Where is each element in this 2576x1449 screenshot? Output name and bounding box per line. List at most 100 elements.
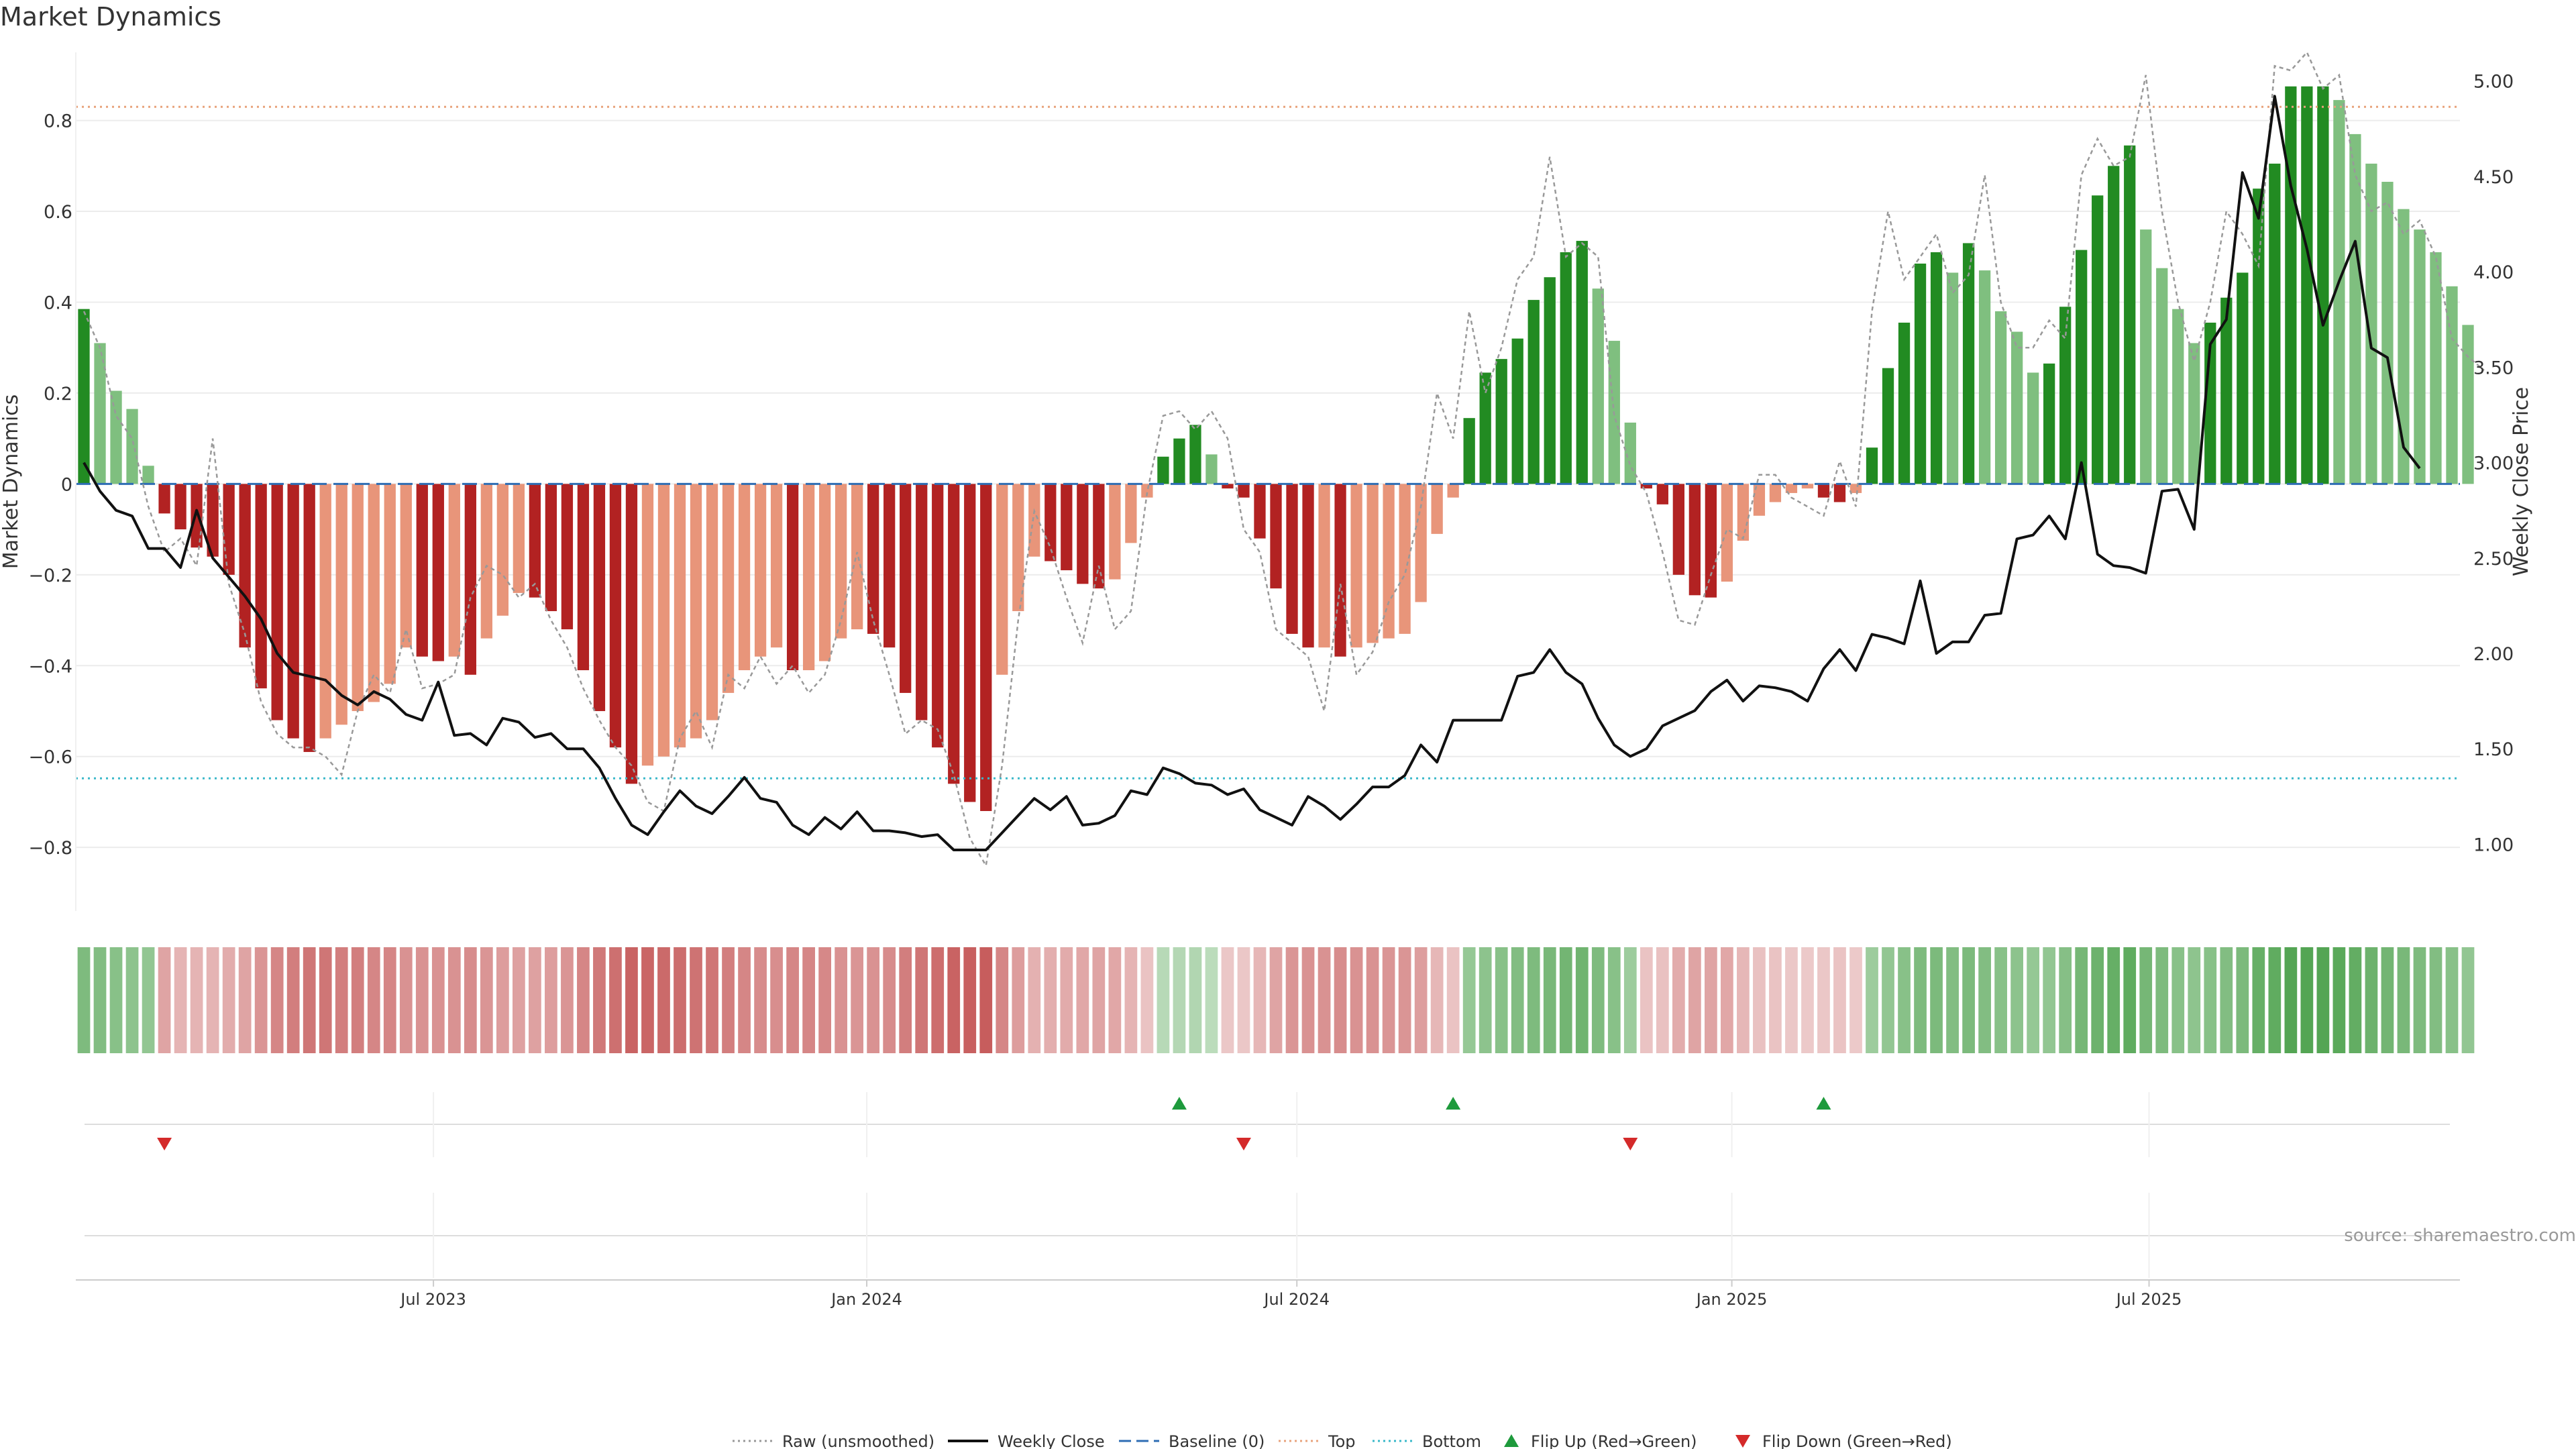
legend-label: Raw (unsmoothed) xyxy=(782,1432,934,1449)
strength-cell xyxy=(641,947,654,1053)
strength-cell xyxy=(1527,947,1540,1053)
strength-cell xyxy=(867,947,880,1053)
strength-cell xyxy=(1462,947,1476,1053)
dynamics-bar xyxy=(416,484,428,657)
y2-tick-label: 5.00 xyxy=(2473,72,2514,93)
dynamics-bar xyxy=(1157,456,1169,484)
dynamics-bar xyxy=(948,484,960,784)
strength-cell xyxy=(513,947,525,1053)
strength-cell xyxy=(931,947,945,1053)
dynamics-bar xyxy=(1012,484,1024,612)
y-tick-label: 0.6 xyxy=(44,202,72,223)
strength-cell xyxy=(2429,947,2443,1053)
strength-cell xyxy=(1398,947,1411,1053)
strength-cell xyxy=(1366,947,1379,1053)
dynamics-bar xyxy=(1785,484,1798,493)
strength-cell xyxy=(899,947,912,1053)
y-tick-label: 0.4 xyxy=(44,292,72,313)
trend-strength-strip xyxy=(77,947,2475,1053)
dynamics-bar xyxy=(2108,166,2120,484)
strength-cell xyxy=(1753,947,1766,1053)
dynamics-bar xyxy=(1189,425,1201,484)
dynamics-bar xyxy=(1173,438,1185,484)
strength-cell xyxy=(1253,947,1267,1053)
dynamics-bar xyxy=(1125,484,1137,543)
dynamics-bar xyxy=(2124,145,2136,484)
flip-down-marker xyxy=(1623,1138,1638,1150)
strength-cell xyxy=(367,947,380,1053)
strength-cell xyxy=(1430,947,1444,1053)
y-axis-label: Market Dynamics xyxy=(0,394,23,570)
strength-cell xyxy=(93,947,107,1053)
strength-cell xyxy=(996,947,1009,1053)
dynamics-bar xyxy=(593,484,606,712)
strength-cell xyxy=(222,947,235,1053)
strength-cell xyxy=(577,947,590,1053)
strength-cell xyxy=(1882,947,1894,1053)
dynamics-bar xyxy=(448,484,460,657)
strength-cell xyxy=(254,947,268,1053)
strength-cell xyxy=(1849,947,1862,1053)
strength-cell xyxy=(447,947,461,1053)
dynamics-bar xyxy=(400,484,412,648)
strength-cell xyxy=(1495,947,1508,1053)
y2-tick-label: 1.50 xyxy=(2473,739,2514,760)
dynamics-bar xyxy=(2285,86,2297,484)
dynamics-bar xyxy=(1222,484,1234,489)
dynamics-bar xyxy=(674,484,686,748)
dynamics-bar xyxy=(2430,252,2442,484)
dynamics-bar xyxy=(1383,484,1395,639)
strength-cell xyxy=(238,947,252,1053)
dynamics-bar xyxy=(2076,250,2088,484)
dynamics-bar xyxy=(2349,133,2361,484)
dynamics-bar xyxy=(867,484,879,634)
flip-down-marker xyxy=(1236,1138,1251,1150)
dynamics-bar xyxy=(1688,484,1701,596)
dynamics-bar xyxy=(802,484,815,671)
y2-tick-label: 3.50 xyxy=(2473,358,2514,378)
dynamics-bar xyxy=(1254,484,1266,539)
dynamics-bar xyxy=(1560,252,1572,484)
flip-up-marker xyxy=(1171,1097,1187,1110)
strength-cell xyxy=(1946,947,1959,1053)
legend-label: Weekly Close xyxy=(998,1432,1105,1449)
dynamics-bar xyxy=(883,484,896,648)
strength-cell xyxy=(1769,947,1782,1053)
reference-lines xyxy=(76,105,2460,780)
dynamics-bar xyxy=(851,484,863,630)
strength-cell xyxy=(109,947,123,1053)
flip-markers-panel xyxy=(85,1092,2450,1278)
strength-cell xyxy=(206,947,219,1053)
dynamics-bar xyxy=(1705,484,1717,598)
dynamics-bar xyxy=(1978,270,1991,484)
dynamics-bar xyxy=(1866,447,1878,484)
dynamics-bar xyxy=(1366,484,1379,643)
dynamics-bar xyxy=(2010,331,2023,484)
dynamics-bar xyxy=(1141,484,1153,498)
strength-cell xyxy=(1656,947,1669,1053)
strength-cell xyxy=(754,947,767,1053)
strength-cell xyxy=(286,947,300,1053)
dynamics-bar xyxy=(1592,288,1604,484)
strength-cell xyxy=(2075,947,2088,1053)
strength-cell xyxy=(2332,947,2346,1053)
dynamics-bar xyxy=(513,484,525,593)
strength-cell xyxy=(1318,947,1331,1053)
dynamics-bar xyxy=(1415,484,1427,602)
strength-cell xyxy=(270,947,284,1053)
strength-cell xyxy=(431,947,445,1053)
dynamics-bar xyxy=(255,484,267,689)
strength-cell xyxy=(1575,947,1589,1053)
strength-cell xyxy=(947,947,961,1053)
strength-cell xyxy=(2284,947,2298,1053)
strength-cell xyxy=(770,947,783,1053)
dynamics-bar xyxy=(1898,322,1911,484)
strength-cell xyxy=(1350,947,1363,1053)
strength-cell xyxy=(335,947,348,1053)
strength-cell xyxy=(2188,947,2201,1053)
series-lines xyxy=(83,50,2485,868)
strength-cell xyxy=(2155,947,2169,1053)
strength-cell xyxy=(399,947,413,1053)
dynamics-bar xyxy=(126,409,138,484)
